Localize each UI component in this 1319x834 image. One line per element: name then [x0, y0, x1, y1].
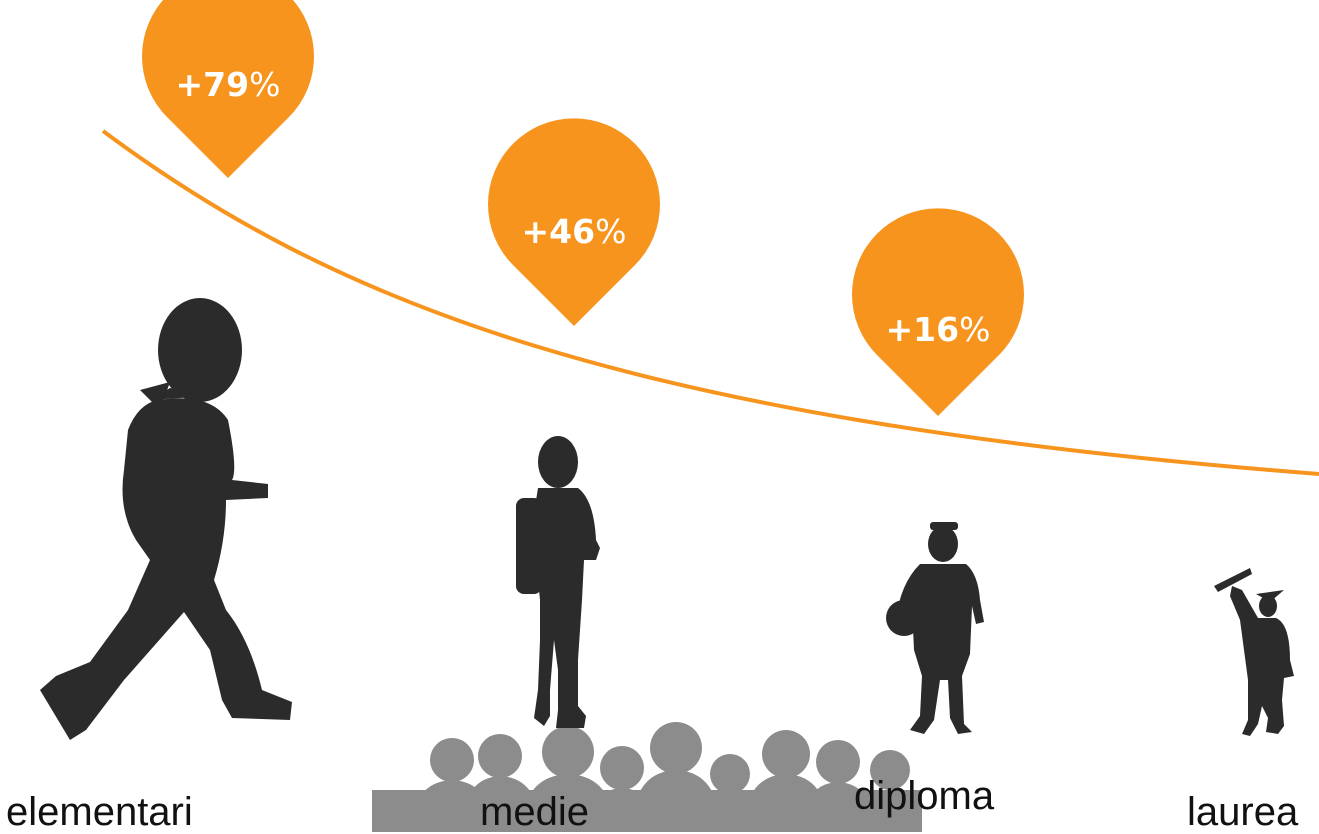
pin-79: +79%: [142, 0, 314, 178]
pin-46-label: +46%: [522, 212, 627, 251]
pin-16-label: +16%: [886, 310, 991, 349]
level-label-diploma: diploma: [854, 774, 995, 818]
pin-79-label: +79%: [176, 65, 281, 104]
graduate-silhouette-icon: [1214, 568, 1294, 736]
pin-16-shape: [851, 208, 1024, 416]
pin-46-shape: [487, 118, 660, 326]
level-label-elementari: elementari: [6, 790, 193, 834]
walking-boy-silhouette-icon: [40, 298, 292, 740]
decline-curve: [101, 129, 1319, 476]
level-label-laurea: laurea: [1187, 790, 1299, 834]
schoolboy-backpack-silhouette-icon: [516, 436, 600, 728]
pin-46: +46%: [487, 118, 660, 326]
pin-16: +16%: [851, 208, 1024, 416]
teen-ball-silhouette-icon: [886, 522, 984, 734]
crowd-silhouette-icon: [372, 722, 922, 832]
pin-79-shape: [142, 0, 314, 178]
level-label-medie: medie: [480, 790, 589, 834]
